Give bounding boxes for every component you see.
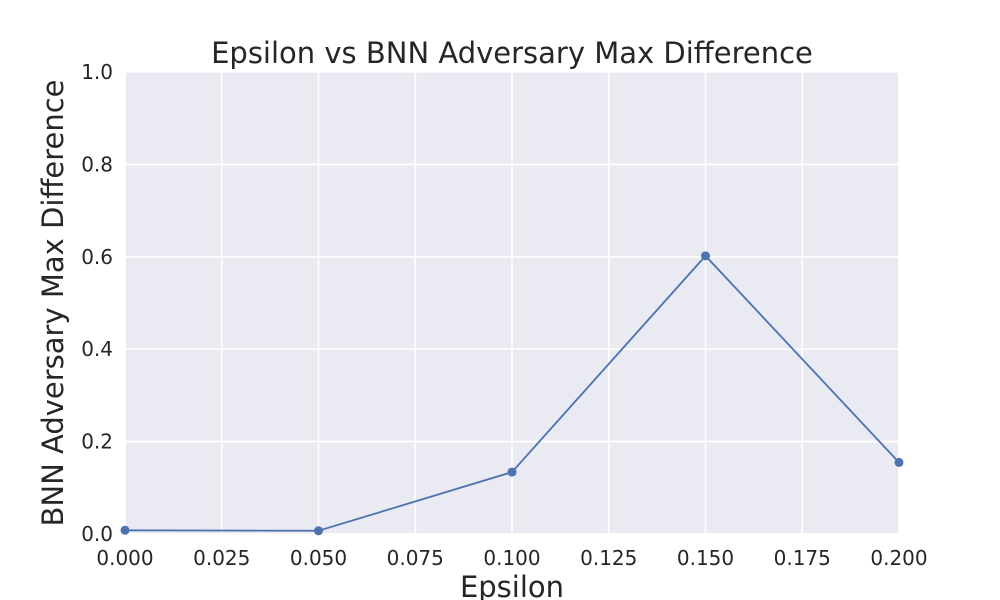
y-tick-label: 0.0 xyxy=(81,522,113,546)
chart-title: Epsilon vs BNN Adversary Max Difference xyxy=(211,36,813,70)
x-tick-label: 0.075 xyxy=(387,546,444,570)
data-point xyxy=(894,457,904,467)
x-tick-label: 0.175 xyxy=(774,546,831,570)
y-tick-label: 1.0 xyxy=(81,60,113,84)
x-tick-label: 0.100 xyxy=(483,546,540,570)
data-point xyxy=(120,525,130,535)
x-tick-label: 0.125 xyxy=(580,546,637,570)
x-axis-label: Epsilon xyxy=(460,570,564,600)
y-tick-label: 0.2 xyxy=(81,430,113,454)
grid xyxy=(124,71,900,535)
x-tick-label: 0.200 xyxy=(870,546,927,570)
x-axis-ticks: 0.000 0.025 0.050 0.075 0.100 0.125 0.150 0.175… xyxy=(96,546,927,570)
y-axis-ticks: 0.0 0.2 0.4 0.6 0.8 1.0 xyxy=(81,60,113,546)
x-tick-label: 0.050 xyxy=(290,546,347,570)
series-layer xyxy=(120,251,904,536)
y-tick-label: 0.8 xyxy=(81,152,113,176)
y-tick-label: 0.4 xyxy=(81,337,113,361)
x-tick-label: 0.150 xyxy=(677,546,734,570)
x-tick-label: 0.000 xyxy=(96,546,153,570)
x-tick-label: 0.025 xyxy=(193,546,250,570)
data-point xyxy=(507,467,517,477)
data-point xyxy=(314,526,323,536)
data-point xyxy=(701,251,710,261)
y-tick-label: 0.6 xyxy=(81,245,113,269)
y-axis-label: BNN Adversary Max Difference xyxy=(36,79,70,526)
